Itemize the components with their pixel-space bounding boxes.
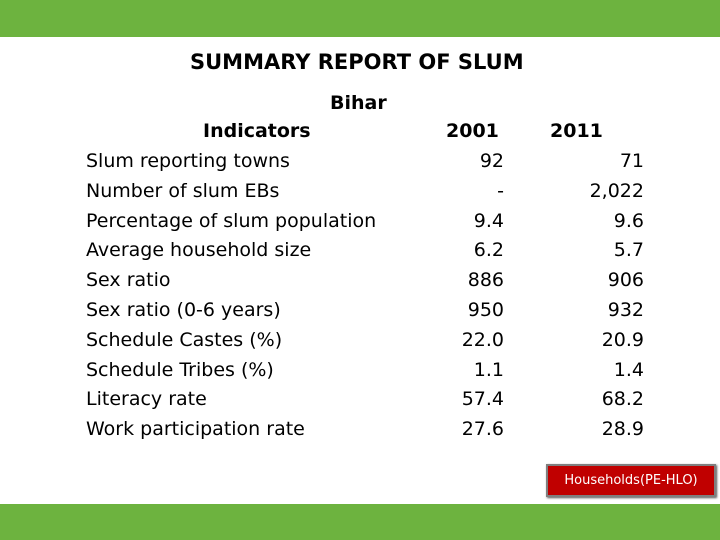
table-row: Average household size 6.2 5.7 <box>86 239 646 269</box>
row-label: Sex ratio (0-6 years) <box>86 298 281 321</box>
value-2001: 1.1 <box>473 358 504 381</box>
table-row: Work participation rate 27.6 28.9 <box>86 418 646 448</box>
row-label: Percentage of slum population <box>86 209 377 232</box>
year-2011-header: 2011 <box>550 120 603 142</box>
table-row: Schedule Tribes (%) 1.1 1.4 <box>86 359 646 389</box>
row-label: Sex ratio <box>86 269 171 292</box>
value-2001: 22.0 <box>461 328 504 351</box>
table-row: Literacy rate 57.4 68.2 <box>86 388 646 418</box>
value-2001: 950 <box>467 298 504 321</box>
value-2011: 1.4 <box>613 358 644 381</box>
value-2011: 5.7 <box>613 239 644 262</box>
row-label: Schedule Castes (%) <box>86 328 283 351</box>
value-2011: 906 <box>607 269 644 292</box>
value-2001: 27.6 <box>461 418 504 441</box>
table-row: Sex ratio 886 906 <box>86 269 646 299</box>
bottom-accent-bar <box>0 504 720 540</box>
indicators-header: Indicators <box>203 120 311 142</box>
row-label: Number of slum EBs <box>86 179 280 202</box>
table-row: Number of slum EBs - 2,022 <box>86 180 646 210</box>
row-label: Literacy rate <box>86 388 207 411</box>
value-2011: 2,022 <box>589 179 644 202</box>
value-2001: 886 <box>467 269 504 292</box>
value-2001: 92 <box>479 150 504 172</box>
row-label: Schedule Tribes (%) <box>86 358 274 381</box>
value-2011: 9.6 <box>613 209 644 232</box>
table-row: Slum reporting towns 92 71 <box>86 150 646 180</box>
year-2001-header: 2001 <box>446 120 499 142</box>
value-2001: 6.2 <box>473 239 504 262</box>
value-2001: 9.4 <box>473 209 504 232</box>
table-row: Percentage of slum population 9.4 9.6 <box>86 210 646 240</box>
top-accent-bar <box>0 0 720 37</box>
value-2011: 68.2 <box>601 388 644 411</box>
value-2011: 28.9 <box>601 418 644 441</box>
row-label: Average household size <box>86 239 312 262</box>
households-button[interactable]: Households(PE-HLO) <box>546 464 716 497</box>
page-title: SUMMARY REPORT OF SLUM <box>190 50 524 74</box>
row-label: Work participation rate <box>86 418 305 441</box>
value-2011: 20.9 <box>601 328 644 351</box>
value-2001: 57.4 <box>461 388 504 411</box>
row-label: Slum reporting towns <box>86 150 290 172</box>
table-row: Sex ratio (0-6 years) 950 932 <box>86 299 646 329</box>
value-2011: 932 <box>607 298 644 321</box>
region-label: Bihar <box>330 92 387 114</box>
value-2001: - <box>497 179 504 202</box>
table-row: Schedule Castes (%) 22.0 20.9 <box>86 329 646 359</box>
value-2011: 71 <box>619 150 644 172</box>
indicator-table: Slum reporting towns 92 71 Number of slu… <box>86 150 646 448</box>
